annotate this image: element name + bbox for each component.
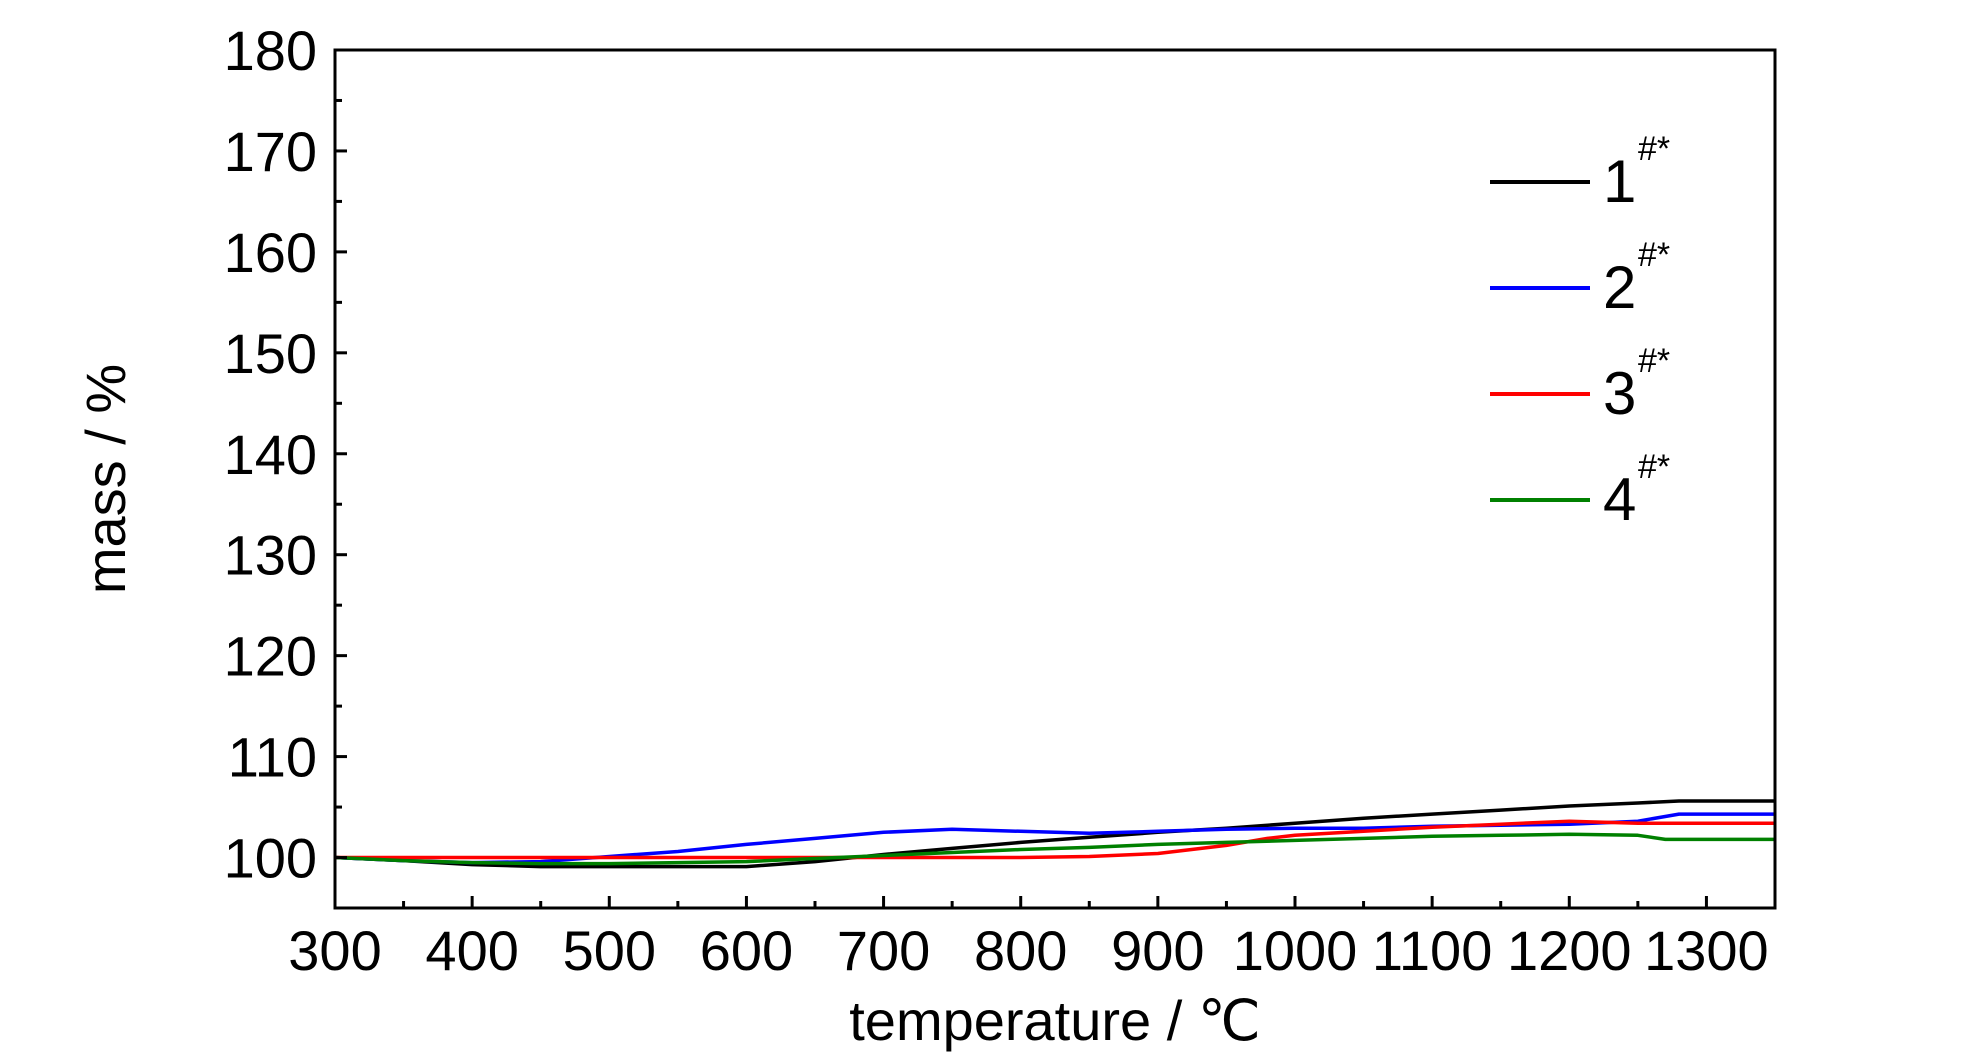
y-axis-title: mass / % <box>74 364 137 594</box>
series-line-3 <box>335 819 1775 860</box>
x-tick-label: 800 <box>974 919 1067 982</box>
legend-label-4: 4 <box>1603 466 1636 533</box>
ticks-layer: 300 400 500 600 700 800 900 1000 1100 1200 1300 100… <box>224 19 1769 982</box>
legend-label-2: 2 <box>1603 254 1636 321</box>
x-tick-label: 1200 <box>1507 919 1632 982</box>
x-tick-label: 1300 <box>1644 919 1769 982</box>
y-tick-label: 170 <box>224 120 317 183</box>
y-tick-label: 130 <box>224 524 317 587</box>
legend-label-sup-3: #* <box>1638 342 1670 380</box>
legend-label-sup-2: #* <box>1638 236 1670 274</box>
legend: 1 #*2 #*3 #*4 #* <box>1490 130 1670 533</box>
x-tick-label: 1000 <box>1233 919 1358 982</box>
legend-label-1: 1 <box>1603 148 1636 215</box>
x-tick-label: 700 <box>837 919 930 982</box>
legend-label-sup-1: #* <box>1638 130 1670 168</box>
y-tick-label: 150 <box>224 322 317 385</box>
y-tick-label: 120 <box>224 625 317 688</box>
series-line-4 <box>334 832 1775 866</box>
series-line-1 <box>334 799 1775 869</box>
x-tick-label: 600 <box>700 919 793 982</box>
legend-label-sup-4: #* <box>1638 448 1670 486</box>
x-tick-label: 400 <box>425 919 518 982</box>
x-axis-title: temperature / ℃ <box>849 989 1261 1052</box>
x-tick-label: 300 <box>288 919 381 982</box>
y-tick-label: 110 <box>228 726 317 789</box>
y-tick-label: 180 <box>224 19 317 82</box>
x-tick-label: 1100 <box>1372 919 1492 982</box>
series-layer <box>334 799 1775 869</box>
legend-label-3: 3 <box>1603 360 1636 427</box>
y-tick-label: 160 <box>224 221 317 284</box>
x-tick-label: 900 <box>1111 919 1204 982</box>
y-tick-label: 140 <box>224 423 317 486</box>
plot-frame <box>333 48 1777 910</box>
x-tick-label: 500 <box>563 919 656 982</box>
y-tick-label: 100 <box>224 827 317 890</box>
